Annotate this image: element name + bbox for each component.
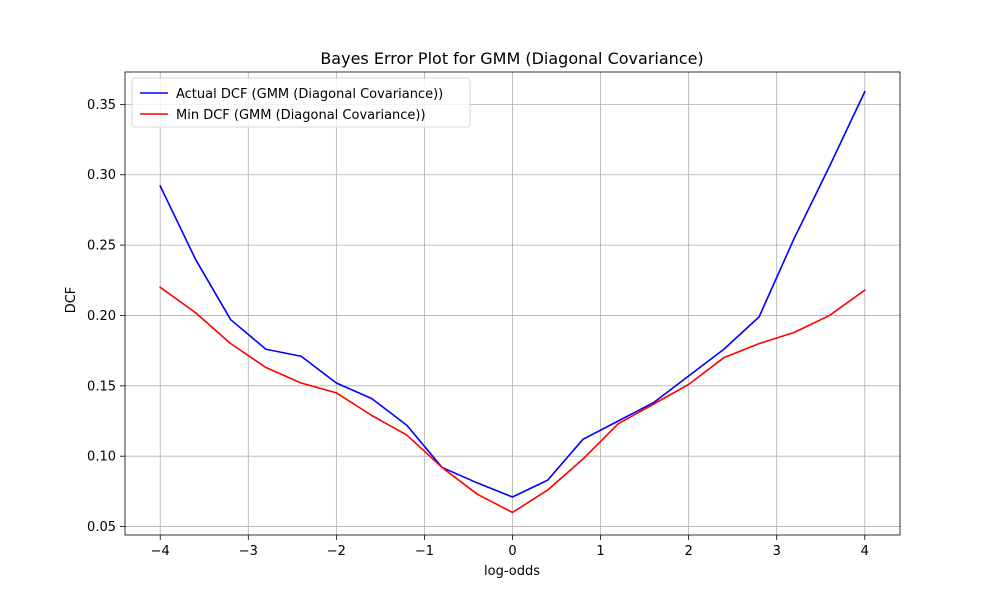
actual-dcf-line (159, 90, 866, 498)
y-tick-label: 0.25 (87, 239, 116, 254)
y-tick-label: 0.35 (87, 98, 116, 113)
x-tick-label: 2 (684, 544, 692, 559)
legend-box (131, 77, 471, 128)
y-tick-label: 0.15 (87, 379, 116, 394)
axes-layer: −4 −3 −2 −1 0 1 2 3 4 0.05 0.10 0.15 0.20 0.25 0.30 0.3… (87, 71, 901, 559)
x-tick-label: −4 (151, 544, 170, 559)
y-tick-label: 0.20 (87, 309, 116, 324)
y-tick-label: 0.05 (87, 520, 116, 535)
x-axis-label: log-odds (484, 564, 540, 579)
x-tick-label: 0 (508, 544, 516, 559)
y-tick-label: 0.10 (87, 450, 116, 465)
legend: Actual DCF (GMM (Diagonal Covariance)) Mi… (131, 77, 471, 128)
grid-layer (125, 72, 900, 535)
y-tick-label: 0.30 (87, 168, 116, 183)
series-layer (159, 90, 866, 514)
chart-title: Bayes Error Plot for GMM (Diagonal Covar… (320, 49, 703, 68)
x-tick-label: 1 (596, 544, 604, 559)
x-tick-label: −2 (327, 544, 346, 559)
legend-label: Min DCF (GMM (Diagonal Covariance)) (176, 108, 426, 123)
x-tick-label: −3 (239, 544, 258, 559)
legend-label: Actual DCF (GMM (Diagonal Covariance)) (176, 87, 443, 102)
x-tick-label: 3 (773, 544, 781, 559)
y-axis-label: DCF (64, 287, 79, 314)
x-tick-label: 4 (861, 544, 869, 559)
x-tick-label: −1 (415, 544, 434, 559)
min-dcf-line (159, 286, 866, 514)
